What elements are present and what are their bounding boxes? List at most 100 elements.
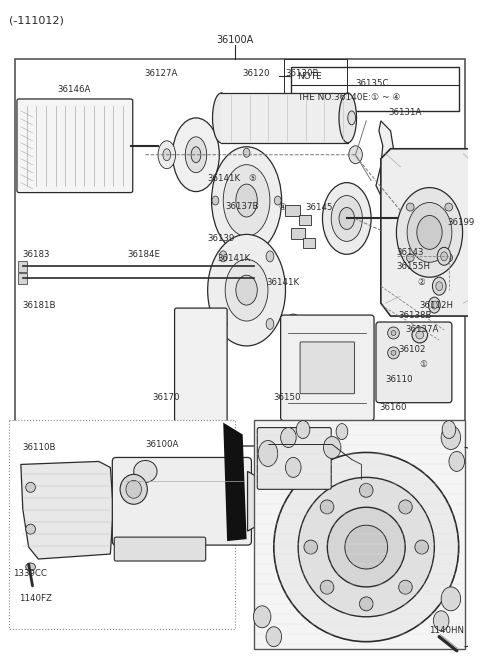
Text: 36155H: 36155H xyxy=(396,262,431,270)
Bar xyxy=(9,420,235,629)
Ellipse shape xyxy=(407,203,452,263)
Ellipse shape xyxy=(348,111,356,125)
Ellipse shape xyxy=(266,626,282,647)
PathPatch shape xyxy=(376,121,396,195)
Ellipse shape xyxy=(258,440,278,467)
Ellipse shape xyxy=(281,428,296,447)
Text: 36160: 36160 xyxy=(379,403,407,412)
Circle shape xyxy=(415,540,429,554)
Text: 36141K: 36141K xyxy=(266,278,299,287)
Ellipse shape xyxy=(212,147,282,254)
FancyBboxPatch shape xyxy=(112,457,252,545)
Ellipse shape xyxy=(236,275,257,305)
Ellipse shape xyxy=(336,424,348,440)
Ellipse shape xyxy=(173,118,219,191)
Ellipse shape xyxy=(324,436,341,459)
Text: 36110: 36110 xyxy=(386,375,413,384)
FancyBboxPatch shape xyxy=(302,238,315,248)
Ellipse shape xyxy=(391,351,396,355)
Text: 36120: 36120 xyxy=(243,68,270,78)
Ellipse shape xyxy=(225,259,268,321)
FancyBboxPatch shape xyxy=(114,537,206,561)
Text: 36145: 36145 xyxy=(305,203,333,212)
Ellipse shape xyxy=(243,244,250,253)
Circle shape xyxy=(399,500,412,514)
Text: (-111012): (-111012) xyxy=(9,15,64,25)
Ellipse shape xyxy=(432,301,437,309)
Ellipse shape xyxy=(296,420,310,438)
Ellipse shape xyxy=(158,141,176,168)
FancyBboxPatch shape xyxy=(175,308,227,422)
Bar xyxy=(221,93,348,143)
Ellipse shape xyxy=(449,451,465,471)
Text: 36141K: 36141K xyxy=(208,174,241,183)
Circle shape xyxy=(304,540,318,554)
Text: 36110B: 36110B xyxy=(23,443,56,452)
Text: ④: ④ xyxy=(279,203,287,212)
Ellipse shape xyxy=(120,474,147,504)
FancyBboxPatch shape xyxy=(18,261,27,272)
Ellipse shape xyxy=(26,563,36,571)
Text: 36102: 36102 xyxy=(398,345,426,355)
FancyBboxPatch shape xyxy=(17,99,133,193)
Text: 1339CC: 1339CC xyxy=(13,569,47,578)
FancyBboxPatch shape xyxy=(285,205,300,216)
Polygon shape xyxy=(381,149,478,316)
Circle shape xyxy=(26,482,36,492)
Circle shape xyxy=(298,477,434,617)
Text: 36130B: 36130B xyxy=(286,68,319,78)
Ellipse shape xyxy=(323,183,371,254)
Ellipse shape xyxy=(266,251,274,262)
Text: 1140HN: 1140HN xyxy=(430,626,465,635)
Bar xyxy=(15,59,465,445)
Text: 36184E: 36184E xyxy=(128,250,161,259)
Ellipse shape xyxy=(417,215,442,249)
Ellipse shape xyxy=(339,207,355,230)
Text: 36181B: 36181B xyxy=(23,301,56,310)
FancyBboxPatch shape xyxy=(257,428,331,490)
Circle shape xyxy=(360,484,373,497)
Ellipse shape xyxy=(213,93,230,143)
Circle shape xyxy=(445,203,453,211)
Circle shape xyxy=(407,203,414,211)
Text: 36150: 36150 xyxy=(274,393,301,402)
Ellipse shape xyxy=(126,480,142,498)
Ellipse shape xyxy=(349,146,362,164)
Ellipse shape xyxy=(432,277,446,295)
Ellipse shape xyxy=(274,196,281,205)
FancyBboxPatch shape xyxy=(300,342,355,393)
Text: 36131A: 36131A xyxy=(389,109,422,117)
Text: NOTE: NOTE xyxy=(297,72,322,80)
Ellipse shape xyxy=(412,327,428,343)
FancyBboxPatch shape xyxy=(299,215,311,225)
Text: 36137B: 36137B xyxy=(225,202,259,211)
FancyBboxPatch shape xyxy=(281,315,374,420)
Circle shape xyxy=(320,580,334,594)
Ellipse shape xyxy=(223,164,270,236)
Ellipse shape xyxy=(185,137,207,172)
FancyBboxPatch shape xyxy=(291,228,305,239)
Circle shape xyxy=(320,500,334,514)
Circle shape xyxy=(288,314,299,326)
Ellipse shape xyxy=(339,93,357,143)
Ellipse shape xyxy=(266,318,274,330)
Ellipse shape xyxy=(396,188,463,277)
Text: 36100A: 36100A xyxy=(145,440,179,449)
Text: 1140FZ: 1140FZ xyxy=(19,594,52,603)
Circle shape xyxy=(399,580,412,594)
Text: 36199: 36199 xyxy=(447,218,474,227)
Text: ⑤: ⑤ xyxy=(249,174,256,183)
Text: ②: ② xyxy=(418,278,426,287)
FancyBboxPatch shape xyxy=(18,272,27,284)
Ellipse shape xyxy=(441,426,461,449)
Ellipse shape xyxy=(442,420,456,438)
FancyBboxPatch shape xyxy=(376,322,452,403)
Ellipse shape xyxy=(219,318,227,330)
Ellipse shape xyxy=(437,247,451,265)
Circle shape xyxy=(274,453,459,642)
Ellipse shape xyxy=(441,587,461,611)
Ellipse shape xyxy=(416,331,424,339)
Text: 36146A: 36146A xyxy=(58,84,91,93)
Polygon shape xyxy=(223,422,247,541)
Ellipse shape xyxy=(212,196,219,205)
